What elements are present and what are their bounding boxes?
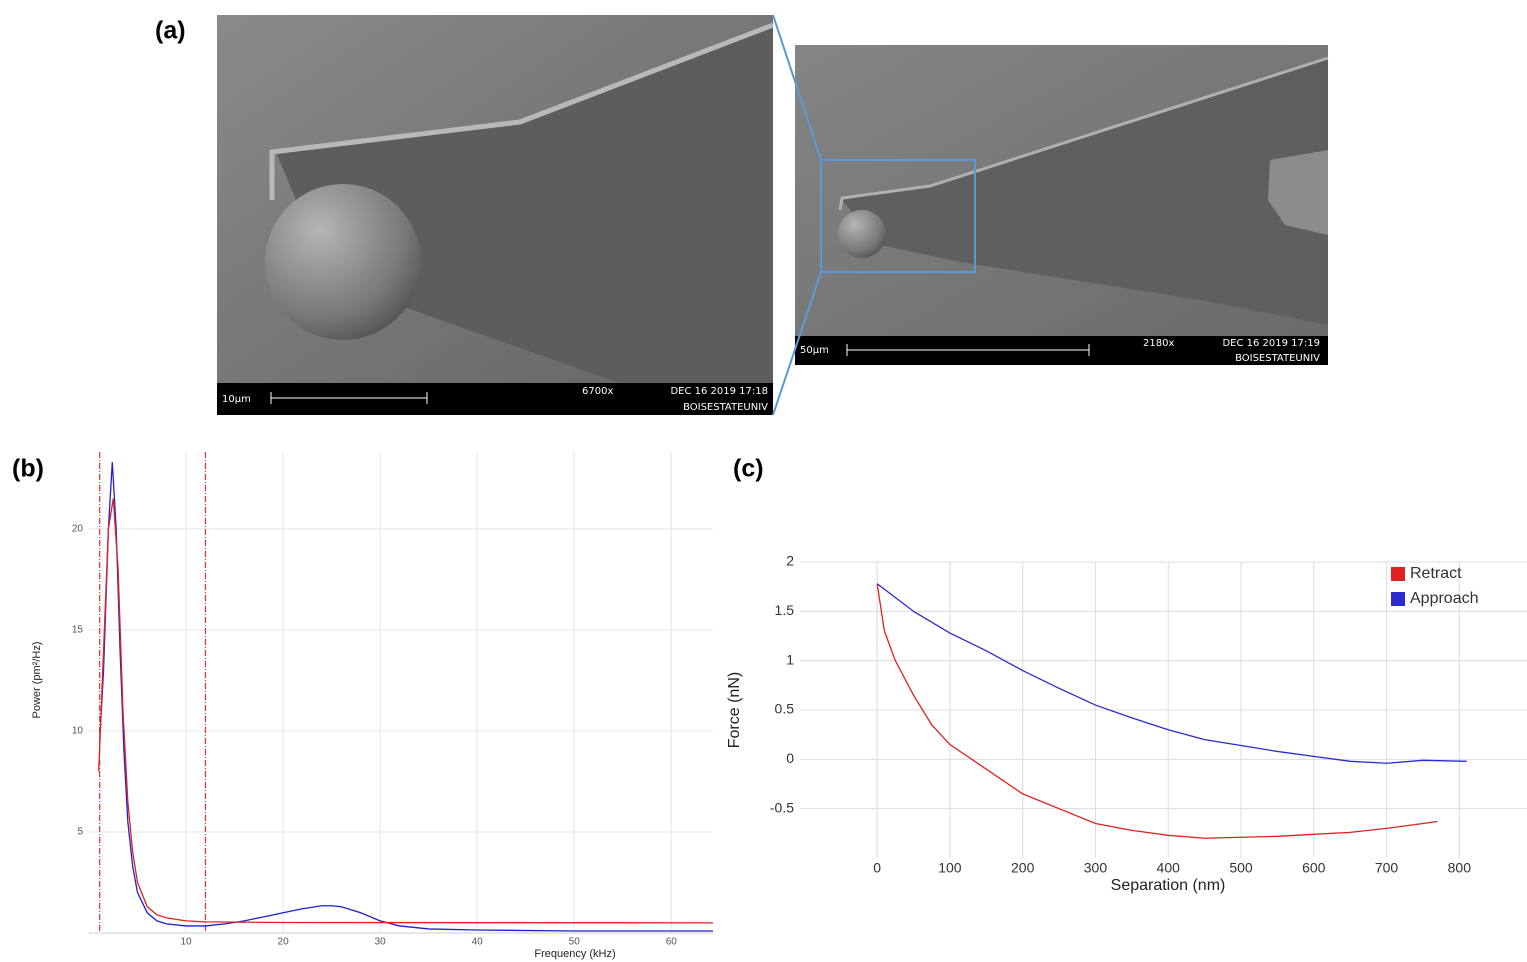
panel-label: (b) xyxy=(12,455,44,483)
scale-bar-label: 10µm xyxy=(222,394,251,405)
x-tick-label: 40 xyxy=(472,937,484,948)
y-tick-label: 5 xyxy=(77,827,83,838)
legend-swatch xyxy=(1391,592,1405,606)
x-tick-label: 400 xyxy=(1157,860,1181,876)
x-tick-label: 100 xyxy=(938,860,962,876)
x-tick-label: 500 xyxy=(1229,860,1253,876)
y-tick-label: 1.5 xyxy=(775,602,795,618)
y-axis-label: Force (nN) xyxy=(726,672,743,748)
panel-label: (c) xyxy=(733,455,764,483)
data-line xyxy=(98,498,714,924)
timestamp: DEC 16 2019 17:18 xyxy=(670,386,768,397)
legend-swatch xyxy=(1391,567,1405,581)
x-tick-label: 200 xyxy=(1011,860,1035,876)
x-tick-label: 0 xyxy=(873,860,881,876)
y-tick-label: 2 xyxy=(786,553,794,569)
legend-label: Retract xyxy=(1410,565,1462,582)
x-axis-label: Separation (nm) xyxy=(1111,877,1226,894)
sem-image-zoom: 10µm 6700x DEC 16 2019 17:18 BOISESTATEU… xyxy=(217,15,774,415)
y-tick-label: 0 xyxy=(786,750,794,766)
data-line xyxy=(99,462,713,932)
zoom-line xyxy=(772,271,822,416)
x-tick-label: 20 xyxy=(278,937,290,948)
institution: BOISESTATEUNIV xyxy=(1235,353,1320,364)
x-tick-label: 30 xyxy=(375,937,387,948)
y-tick-label: -0.5 xyxy=(770,799,794,815)
x-tick-label: 800 xyxy=(1448,860,1472,876)
institution: BOISESTATEUNIV xyxy=(683,402,768,413)
y-tick-label: 10 xyxy=(72,726,84,737)
data-line xyxy=(876,583,1467,764)
y-tick-label: 1 xyxy=(786,651,794,667)
x-tick-label: 600 xyxy=(1302,860,1326,876)
x-tick-label: 700 xyxy=(1375,860,1399,876)
panel-label: (a) xyxy=(155,17,186,45)
zoom-line xyxy=(772,14,822,161)
magnification: 6700x xyxy=(582,386,613,397)
y-tick-label: 15 xyxy=(72,624,84,635)
legend-label: Approach xyxy=(1410,590,1479,607)
y-axis-label: Power (pm²/Hz) xyxy=(31,641,43,718)
x-tick-label: 50 xyxy=(569,937,581,948)
x-axis-label: Frequency (kHz) xyxy=(534,948,615,960)
sem-image-overview: 50µm 2180x DEC 16 2019 17:19 BOISESTATEU… xyxy=(795,45,1329,365)
timestamp: DEC 16 2019 17:19 xyxy=(1222,338,1320,349)
magnification: 2180x xyxy=(1143,338,1174,349)
data-line xyxy=(876,583,1438,839)
scale-bar-label: 50µm xyxy=(800,345,829,356)
x-tick-label: 60 xyxy=(666,937,678,948)
y-tick-label: 0.5 xyxy=(775,701,795,717)
y-tick-label: 20 xyxy=(72,523,84,534)
x-tick-label: 10 xyxy=(180,937,192,948)
x-tick-label: 300 xyxy=(1084,860,1108,876)
